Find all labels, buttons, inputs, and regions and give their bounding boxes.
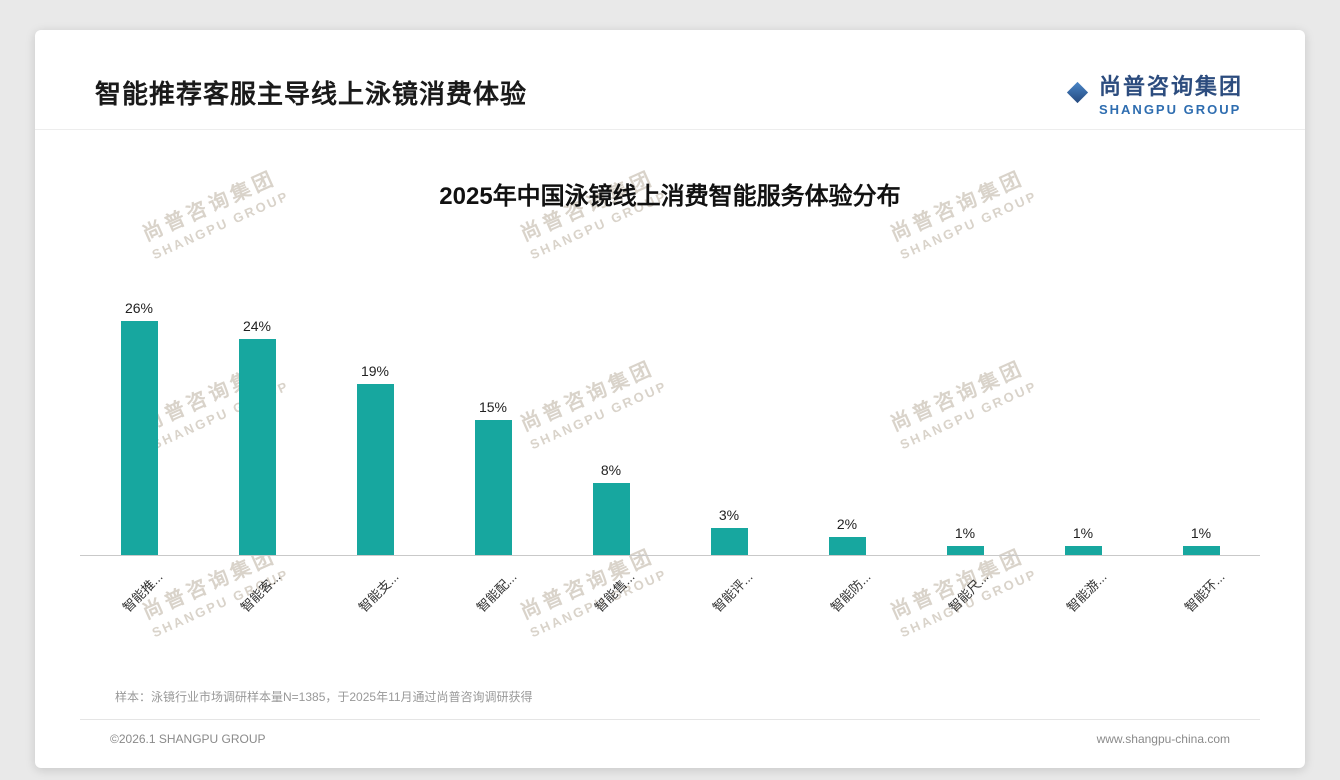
bar-group: 26% 智能推...	[80, 263, 198, 615]
bar	[946, 546, 984, 555]
sample-note: 样本：泳镜行业市场调研样本量N=1385，于2025年11月通过尚普咨询调研获得	[115, 690, 533, 704]
x-axis-label: 智能游...	[1063, 569, 1110, 615]
x-axis-label: 智能环...	[1181, 569, 1228, 615]
bar-value-label: 1%	[1190, 525, 1212, 541]
x-axis-label: 智能售...	[591, 569, 638, 615]
copyright-text: ©2026.1 SHANGPU GROUP	[110, 732, 266, 746]
bar	[828, 537, 866, 555]
bar-group: 3% 智能评...	[670, 263, 788, 615]
x-axis-label: 智能评...	[709, 569, 756, 615]
x-axis-label: 智能防...	[827, 569, 874, 615]
bar-value-label: 1%	[954, 525, 976, 541]
shangpu-logo: 尚普咨询集团 SHANGPU GROUP	[1066, 69, 1243, 117]
bar-value-label: 15%	[478, 399, 508, 415]
slide-content: 智能推荐客服主导线上泳镜消费体验 尚普咨询集团 SHANGPU GROUP 20…	[35, 30, 1305, 768]
logo-text-cn: 尚普咨询集团	[1098, 73, 1243, 99]
page-title: 智能推荐客服主导线上泳镜消费体验	[95, 79, 528, 109]
slide-card: 尚普咨询集团 SHANGPU GROUP 尚普咨询集团 SHANGPU GROUP 尚普…	[35, 30, 1305, 768]
bar-group: 1% 智能环...	[1142, 263, 1260, 615]
bar-value-label: 2%	[836, 516, 858, 532]
bar-value-label: 1%	[1072, 525, 1094, 541]
bar	[120, 321, 158, 555]
bar	[710, 528, 748, 555]
bar-value-label: 24%	[242, 318, 272, 334]
bar-group: 2% 智能防...	[788, 263, 906, 615]
header: 智能推荐客服主导线上泳镜消费体验 尚普咨询集团 SHANGPU GROUP	[35, 30, 1305, 130]
bar-value-label: 19%	[360, 363, 390, 379]
bar-value-label: 26%	[124, 300, 154, 316]
bar-value-label: 8%	[600, 462, 622, 478]
x-axis-label: 智能客...	[237, 569, 284, 615]
bar-group: 15% 智能配...	[434, 263, 552, 615]
bar-value-label: 3%	[718, 507, 740, 523]
bar	[356, 384, 394, 555]
shangpu-logo-icon	[1066, 81, 1089, 104]
bar	[592, 483, 630, 555]
bar	[1064, 546, 1102, 555]
chart-title: 2025年中国泳镜线上消费智能服务体验分布	[439, 183, 901, 210]
bar-chart: 26% 智能推... 24% 智能客... 19% 智能支... 15% 智能配... 8% 智能…	[80, 263, 1260, 615]
x-axis-label: 智能推...	[119, 569, 166, 615]
bar-group: 19% 智能支...	[316, 263, 434, 615]
bar-group: 8% 智能售...	[552, 263, 670, 615]
bar	[474, 420, 512, 555]
bar	[238, 339, 276, 555]
bar-group: 24% 智能客...	[198, 263, 316, 615]
x-axis-label: 智能支...	[355, 569, 402, 615]
x-axis-label: 智能尺...	[945, 569, 992, 615]
logo-text-en: SHANGPU GROUP	[1098, 101, 1242, 117]
footer: ©2026.1 SHANGPU GROUP www.shangpu-china.…	[80, 719, 1260, 746]
website-text: www.shangpu-china.com	[1096, 732, 1230, 746]
logo-text: 尚普咨询集团 SHANGPU GROUP	[1099, 69, 1243, 117]
bar-group: 1% 智能游...	[1024, 263, 1142, 615]
bar	[1182, 546, 1220, 555]
bar-group: 1% 智能尺...	[906, 263, 1024, 615]
x-axis-label: 智能配...	[473, 569, 520, 615]
